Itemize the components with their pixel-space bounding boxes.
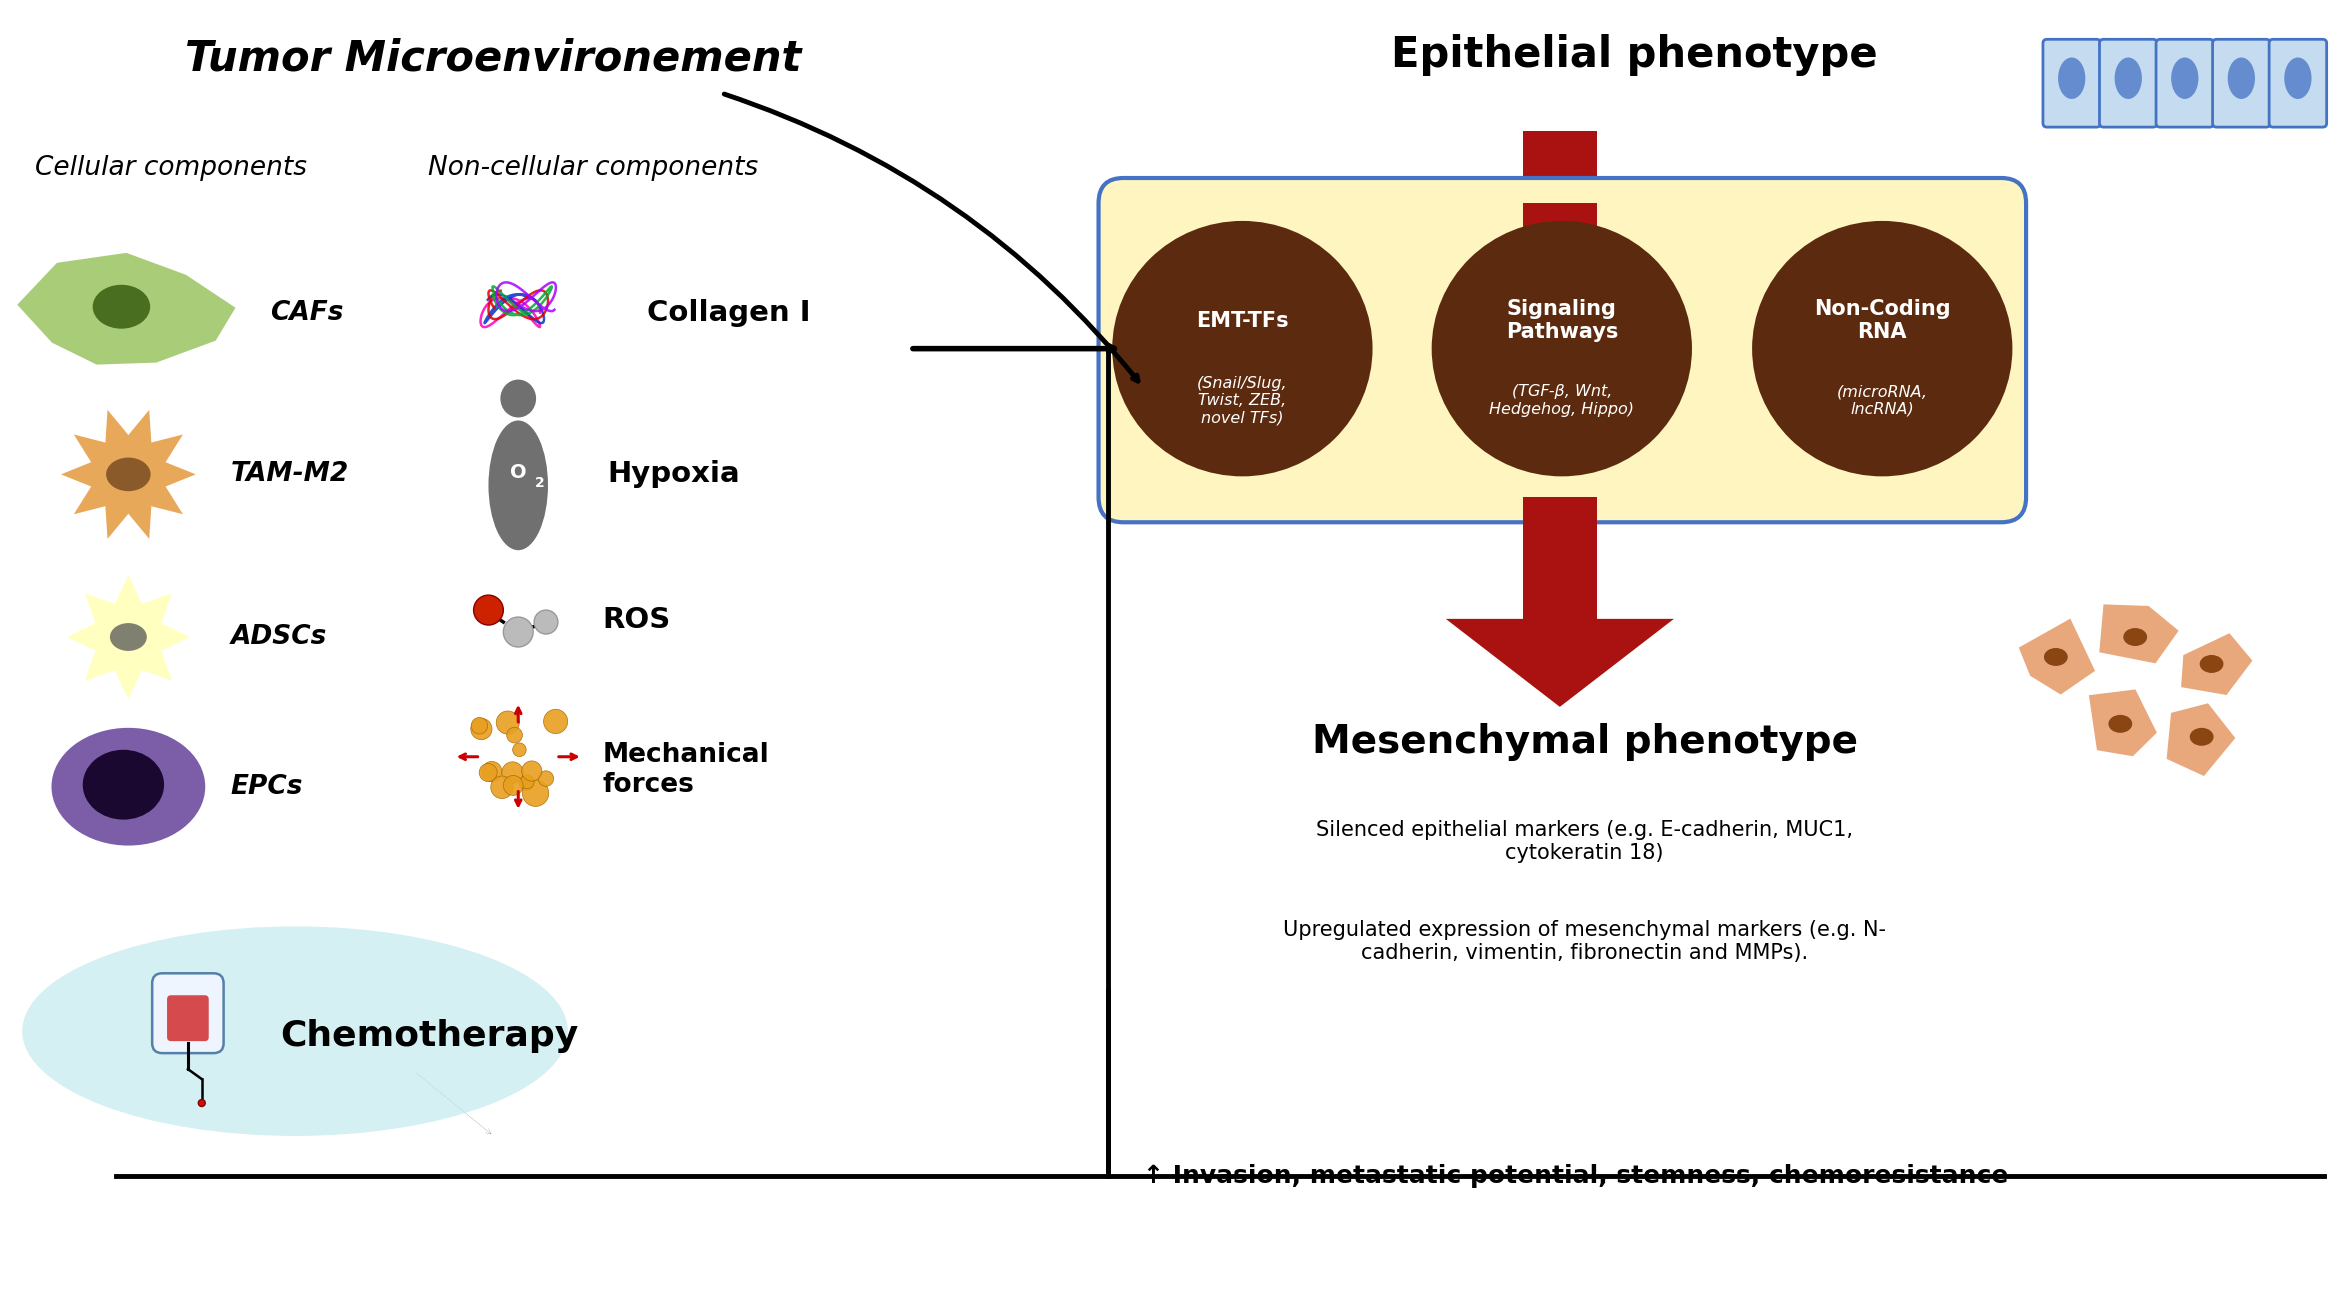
Ellipse shape	[1113, 221, 1372, 477]
FancyBboxPatch shape	[2269, 39, 2327, 127]
Ellipse shape	[2108, 714, 2133, 733]
Ellipse shape	[523, 761, 541, 782]
Text: Collagen I: Collagen I	[647, 298, 810, 327]
Ellipse shape	[504, 775, 523, 796]
Bar	[1522, 203, 1596, 275]
FancyBboxPatch shape	[2101, 39, 2157, 127]
Ellipse shape	[513, 743, 525, 757]
Text: EPCs: EPCs	[231, 774, 303, 800]
Ellipse shape	[105, 457, 152, 491]
FancyBboxPatch shape	[152, 973, 224, 1053]
Ellipse shape	[2227, 57, 2255, 99]
Ellipse shape	[1753, 221, 2012, 477]
Text: 2: 2	[534, 477, 544, 491]
Ellipse shape	[506, 727, 523, 743]
Ellipse shape	[1431, 221, 1692, 477]
FancyBboxPatch shape	[2157, 39, 2213, 127]
Text: Hypoxia: Hypoxia	[607, 460, 740, 488]
Text: Signaling
Pathways: Signaling Pathways	[1505, 300, 1617, 342]
Text: O: O	[509, 463, 527, 482]
Ellipse shape	[2124, 628, 2147, 646]
Polygon shape	[16, 253, 236, 364]
Ellipse shape	[471, 718, 492, 740]
Ellipse shape	[539, 771, 553, 787]
Ellipse shape	[499, 380, 537, 417]
Text: Tumor Microenvironement: Tumor Microenvironement	[184, 37, 801, 79]
Ellipse shape	[2171, 57, 2199, 99]
Text: Mesenchymal phenotype: Mesenchymal phenotype	[1312, 722, 1858, 761]
Ellipse shape	[198, 1099, 205, 1106]
Ellipse shape	[51, 727, 205, 845]
Text: Silenced epithelial markers (e.g. E-cadherin, MUC1,
cytokeratin 18): Silenced epithelial markers (e.g. E-cadh…	[1316, 820, 1853, 863]
Text: Chemotherapy: Chemotherapy	[280, 1019, 579, 1053]
Text: EMT-TFs: EMT-TFs	[1195, 310, 1288, 331]
Text: (Snail/Slug,
Twist, ZEB,
novel TFs): (Snail/Slug, Twist, ZEB, novel TFs)	[1197, 376, 1288, 425]
Ellipse shape	[523, 780, 548, 806]
Text: ↑ Invasion, metastatic potential, stemness, chemoresistance: ↑ Invasion, metastatic potential, stemne…	[1144, 1164, 2010, 1187]
Polygon shape	[2019, 619, 2096, 695]
Text: Non-cellular components: Non-cellular components	[427, 155, 759, 181]
FancyBboxPatch shape	[2042, 39, 2101, 127]
Ellipse shape	[110, 623, 147, 651]
Polygon shape	[2089, 690, 2157, 756]
Bar	[1522, 130, 1596, 275]
Text: (TGF-β, Wnt,
Hedgehog, Hippo): (TGF-β, Wnt, Hedgehog, Hippo)	[1489, 384, 1634, 417]
Text: ROS: ROS	[602, 606, 670, 634]
Polygon shape	[2098, 605, 2178, 663]
Ellipse shape	[518, 775, 534, 791]
Text: (microRNA,
lncRNA): (microRNA, lncRNA)	[1837, 384, 1928, 417]
Ellipse shape	[93, 284, 149, 328]
Ellipse shape	[23, 926, 567, 1136]
Ellipse shape	[82, 749, 163, 819]
Text: Mechanical
forces: Mechanical forces	[602, 742, 770, 797]
Bar	[1522, 497, 1596, 619]
Polygon shape	[2180, 633, 2252, 695]
Polygon shape	[68, 575, 189, 699]
Polygon shape	[2166, 703, 2236, 776]
Text: Upregulated expression of mesenchymal markers (e.g. N-
cadherin, vimentin, fibro: Upregulated expression of mesenchymal ma…	[1284, 920, 1886, 963]
Text: ADSCs: ADSCs	[231, 624, 327, 650]
Ellipse shape	[474, 596, 504, 625]
Ellipse shape	[2285, 57, 2311, 99]
FancyBboxPatch shape	[1099, 178, 2026, 522]
Ellipse shape	[2059, 57, 2084, 99]
FancyBboxPatch shape	[168, 995, 208, 1041]
Ellipse shape	[478, 764, 497, 782]
Ellipse shape	[504, 618, 532, 647]
Polygon shape	[1445, 619, 1673, 707]
Ellipse shape	[488, 420, 548, 550]
Ellipse shape	[2199, 655, 2224, 673]
Text: Epithelial phenotype: Epithelial phenotype	[1391, 35, 1877, 76]
Ellipse shape	[471, 717, 488, 734]
FancyBboxPatch shape	[2213, 39, 2271, 127]
Ellipse shape	[481, 761, 502, 782]
Polygon shape	[61, 410, 196, 539]
Ellipse shape	[497, 711, 518, 734]
Ellipse shape	[2115, 57, 2143, 99]
Ellipse shape	[490, 776, 513, 798]
Text: Cellular components: Cellular components	[35, 155, 308, 181]
Ellipse shape	[544, 709, 567, 734]
Text: TAM-M2: TAM-M2	[231, 461, 348, 487]
Ellipse shape	[534, 610, 558, 634]
Text: CAFs: CAFs	[271, 300, 343, 326]
Text: Non-Coding
RNA: Non-Coding RNA	[1814, 300, 1951, 342]
Ellipse shape	[2189, 727, 2213, 745]
Ellipse shape	[520, 775, 534, 788]
Ellipse shape	[502, 762, 523, 783]
Ellipse shape	[2045, 649, 2068, 665]
